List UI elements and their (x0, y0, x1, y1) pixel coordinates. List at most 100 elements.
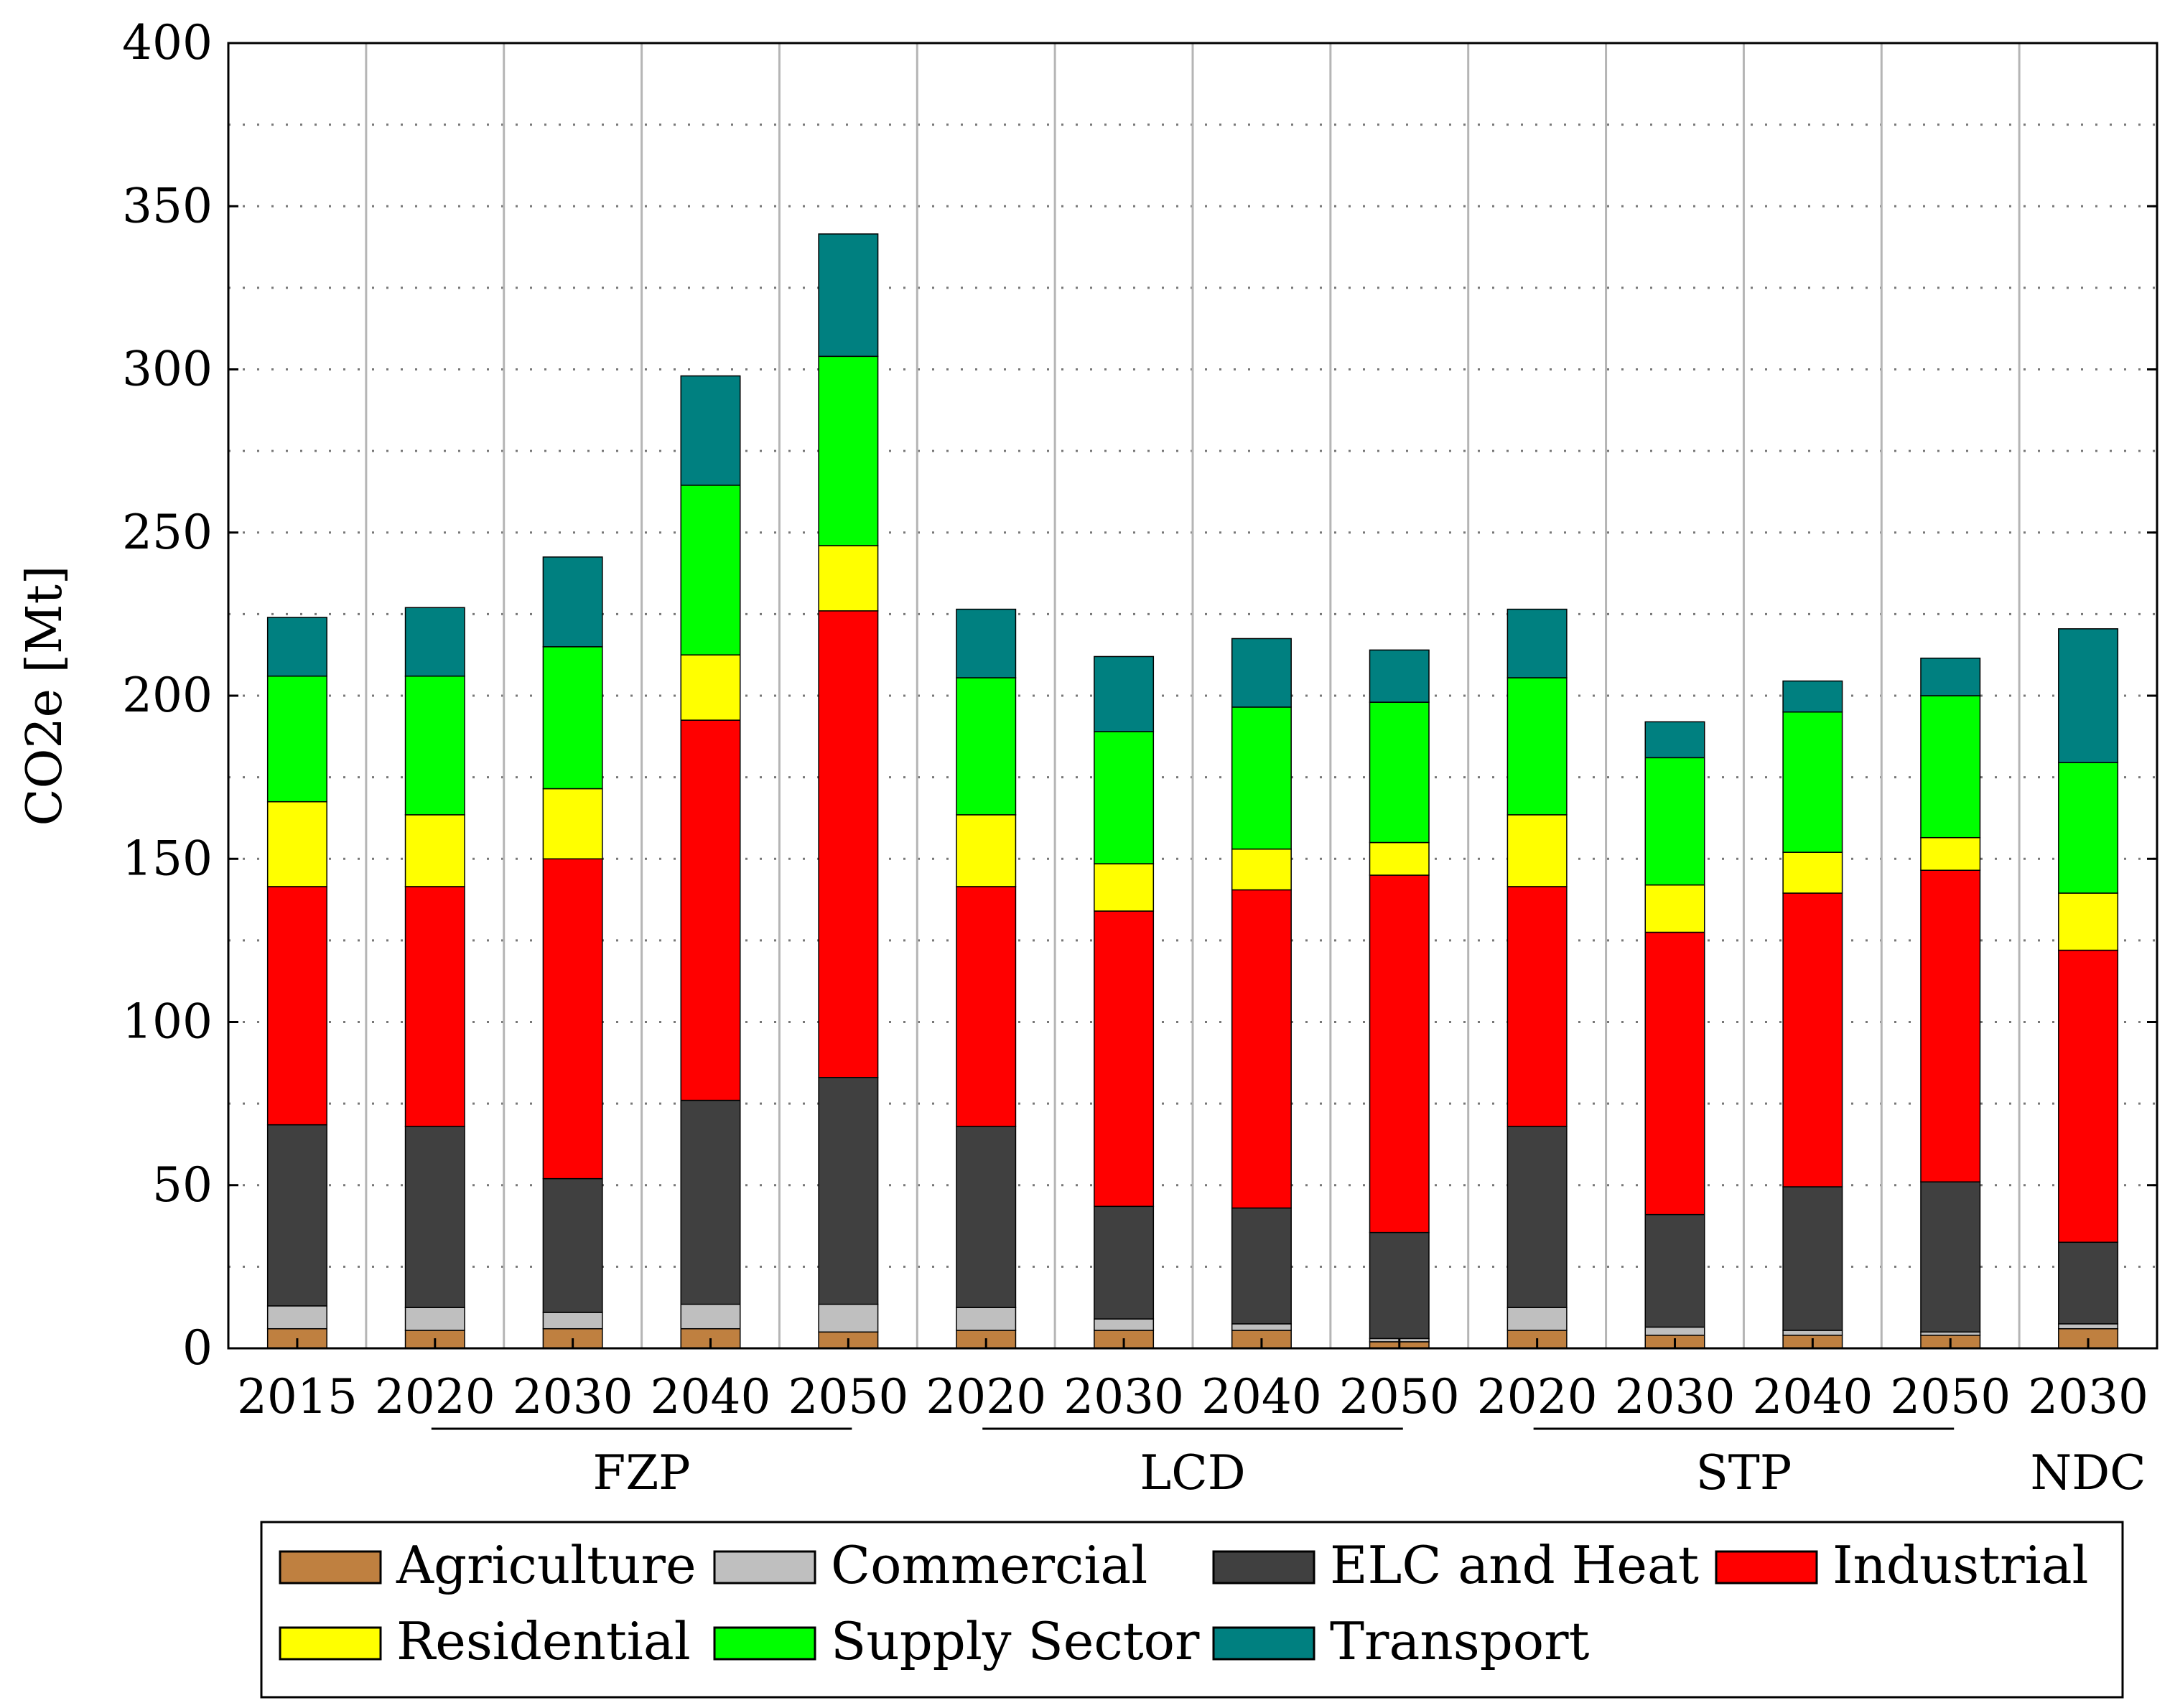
legend-swatch-industrial (1715, 1550, 1818, 1585)
x-tick-label: 2050 (1890, 1369, 2011, 1424)
bar-segment-residential (1369, 841, 1430, 876)
bar-stack-8 (1369, 649, 1430, 1349)
bar-segment-supply-sector (956, 677, 1017, 816)
bar-segment-supply-sector (1920, 695, 1981, 839)
bar-segment-industrial (266, 886, 327, 1126)
x-tick-label: 2030 (513, 1369, 633, 1424)
bar-segment-residential (818, 545, 879, 612)
bar-segment-transport (1369, 649, 1430, 703)
bar-segment-supply-sector (542, 646, 603, 790)
x-tick-label: 2030 (2028, 1369, 2148, 1424)
legend: Agriculture Commercial ELC and Heat Industr… (260, 1521, 2124, 1699)
x-tick-label: 2040 (1201, 1369, 1322, 1424)
bar-stack-0 (266, 617, 327, 1349)
bar-segment-transport (1231, 638, 1292, 708)
bar-segment-elc-and-heat (404, 1126, 465, 1308)
y-axis: 0 50 100 150 200 250 300 350 400 (122, 15, 2157, 1376)
bar-segment-residential (956, 814, 1017, 887)
x-tick-label: 2020 (1477, 1369, 1598, 1424)
bar-segment-transport (818, 233, 879, 358)
legend-swatch-residential (279, 1626, 382, 1661)
bar-segment-commercial (266, 1305, 327, 1330)
y-axis-label: CO2e [Mt] (17, 566, 73, 826)
group-label: FZP (593, 1445, 691, 1501)
bar-segment-elc-and-heat (2058, 1241, 2119, 1325)
legend-swatch-transport (1212, 1626, 1315, 1661)
bar-segment-industrial (1506, 886, 1568, 1127)
bar-stack-4 (818, 233, 879, 1349)
legend-swatch-agriculture (279, 1550, 382, 1585)
y-tick-label: 100 (122, 994, 213, 1050)
bar-stack-9 (1506, 608, 1568, 1349)
bar-segment-elc-and-heat (1369, 1231, 1430, 1340)
bar-segment-transport (1506, 608, 1568, 678)
bar-segment-supply-sector (1231, 706, 1292, 850)
bars-layer (266, 233, 2119, 1349)
bar-stack-13 (2058, 628, 2119, 1349)
bar-segment-industrial (680, 719, 741, 1101)
x-axis: 2015 2020 2030 2040 2050 2020 2030 2040 2050 2020… (237, 1338, 2148, 1424)
x-tick-label: 2020 (375, 1369, 495, 1424)
y-tick-label: 250 (122, 505, 213, 560)
bar-segment-commercial (404, 1307, 465, 1331)
x-tick-label: 2040 (1752, 1369, 1873, 1424)
bar-segment-elc-and-heat (542, 1177, 603, 1313)
bar-segment-supply-sector (1094, 731, 1155, 864)
legend-label: Commercial (831, 1535, 1147, 1595)
bar-segment-residential (1920, 836, 1981, 871)
legend-label: Supply Sector (831, 1611, 1200, 1671)
group-label: LCD (1140, 1445, 1245, 1501)
bar-segment-transport (542, 556, 603, 648)
bar-segment-elc-and-heat (680, 1099, 741, 1305)
bar-segment-commercial (680, 1303, 741, 1330)
bar-segment-transport (1782, 680, 1843, 713)
legend-swatch-supply-sector (713, 1626, 816, 1661)
bar-segment-elc-and-heat (1920, 1181, 1981, 1333)
bar-segment-supply-sector (1644, 757, 1705, 886)
legend-swatch-commercial (713, 1550, 816, 1585)
bar-segment-industrial (1094, 910, 1155, 1208)
bar-segment-industrial (2058, 949, 2119, 1243)
bar-stack-12 (1920, 657, 1981, 1349)
bar-segment-industrial (404, 886, 465, 1127)
bar-segment-industrial (818, 610, 879, 1078)
bar-segment-residential (1094, 863, 1155, 912)
y-tick-label: 350 (122, 178, 213, 233)
bar-segment-residential (680, 654, 741, 721)
legend-label: Residential (396, 1611, 691, 1671)
bar-stack-5 (956, 608, 1017, 1349)
group-label: STP (1696, 1445, 1792, 1501)
bar-segment-residential (542, 788, 603, 859)
bar-segment-elc-and-heat (818, 1077, 879, 1305)
bar-segment-elc-and-heat (1506, 1126, 1568, 1308)
bar-segment-industrial (1644, 931, 1705, 1215)
bar-segment-commercial (818, 1303, 879, 1333)
bar-segment-supply-sector (1782, 711, 1843, 853)
y-tick-label: 50 (152, 1157, 213, 1213)
bar-segment-supply-sector (2058, 762, 2119, 894)
bar-segment-residential (1644, 884, 1705, 933)
x-tick-label: 2030 (1063, 1369, 1184, 1424)
bar-segment-transport (956, 608, 1017, 678)
bar-segment-transport (2058, 628, 2119, 763)
bar-stack-7 (1231, 638, 1292, 1349)
x-tick-label: 2015 (237, 1369, 358, 1424)
bar-segment-elc-and-heat (956, 1126, 1017, 1308)
bar-segment-industrial (542, 858, 603, 1180)
bar-segment-industrial (1920, 869, 1981, 1182)
bar-stack-10 (1644, 721, 1705, 1349)
bar-segment-supply-sector (818, 355, 879, 546)
bar-segment-supply-sector (680, 485, 741, 655)
bar-segment-commercial (1231, 1323, 1292, 1331)
bar-segment-commercial (956, 1307, 1017, 1331)
y-tick-label: 150 (122, 831, 213, 886)
bar-stack-1 (404, 607, 465, 1349)
bar-segment-transport (1644, 721, 1705, 759)
bar-segment-transport (266, 617, 327, 677)
bar-segment-residential (1782, 851, 1843, 894)
legend-label: ELC and Heat (1330, 1535, 1699, 1595)
bar-segment-elc-and-heat (1644, 1213, 1705, 1328)
bar-stack-11 (1782, 680, 1843, 1349)
bar-segment-transport (680, 375, 741, 486)
